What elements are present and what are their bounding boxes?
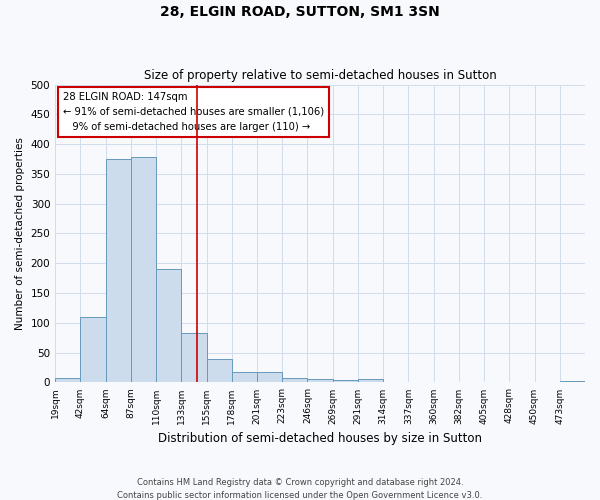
Y-axis label: Number of semi-detached properties: Number of semi-detached properties: [15, 137, 25, 330]
Bar: [106, 159, 131, 382]
Title: Size of property relative to semi-detached houses in Sutton: Size of property relative to semi-detach…: [144, 69, 496, 82]
Bar: [181, 333, 206, 382]
Bar: [282, 378, 307, 382]
Text: 28 ELGIN ROAD: 147sqm
← 91% of semi-detached houses are smaller (1,106)
   9% of: 28 ELGIN ROAD: 147sqm ← 91% of semi-deta…: [63, 92, 324, 132]
X-axis label: Distribution of semi-detached houses by size in Sutton: Distribution of semi-detached houses by …: [158, 432, 482, 445]
Bar: [307, 380, 332, 382]
Bar: [80, 317, 106, 382]
Bar: [332, 380, 358, 382]
Bar: [560, 380, 585, 382]
Bar: [206, 358, 232, 382]
Bar: [55, 378, 80, 382]
Text: 28, ELGIN ROAD, SUTTON, SM1 3SN: 28, ELGIN ROAD, SUTTON, SM1 3SN: [160, 5, 440, 19]
Bar: [232, 372, 257, 382]
Bar: [257, 372, 282, 382]
Bar: [358, 380, 383, 382]
Bar: [156, 269, 181, 382]
Text: Contains HM Land Registry data © Crown copyright and database right 2024.
Contai: Contains HM Land Registry data © Crown c…: [118, 478, 482, 500]
Bar: [131, 157, 156, 382]
